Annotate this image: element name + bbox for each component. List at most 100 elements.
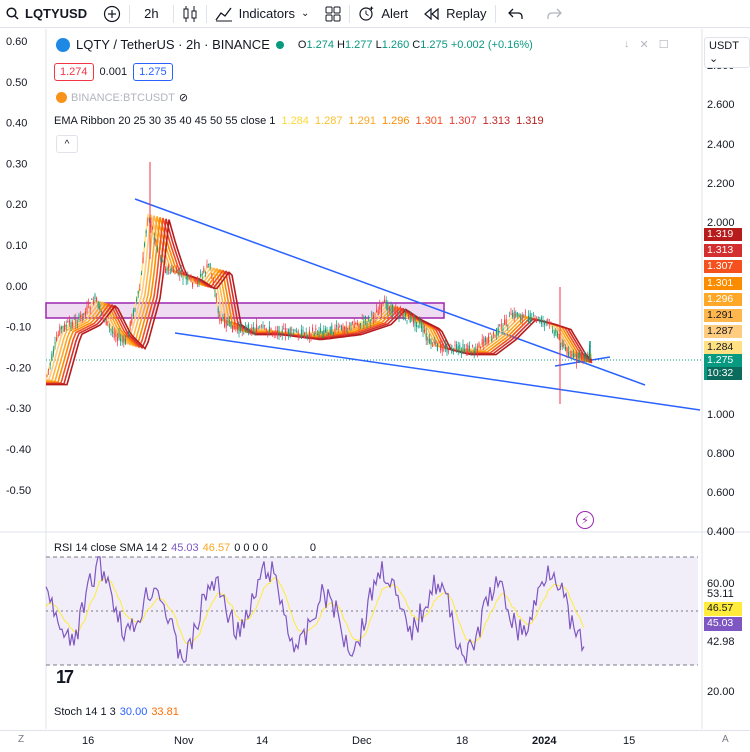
candle-body — [476, 347, 478, 352]
right-axis[interactable]: 2.8002.6002.4002.2002.0001.0000.8000.600… — [707, 60, 735, 698]
candle-body — [516, 312, 518, 315]
chart-type-button[interactable] — [174, 0, 206, 28]
arrow-down-icon[interactable]: ↓ — [624, 38, 630, 50]
short-trendline[interactable] — [554, 356, 611, 367]
alert-button[interactable]: Alert — [350, 0, 416, 28]
candle-body — [179, 273, 181, 276]
undo-icon — [507, 8, 523, 19]
interval-button[interactable]: 2h — [130, 0, 172, 28]
sell-price-box[interactable]: 1.274 — [54, 63, 94, 81]
candle-body — [568, 352, 570, 358]
left-axis-label: 0.60 — [6, 36, 27, 48]
candle-body — [193, 279, 195, 281]
redo-button[interactable] — [535, 0, 574, 28]
candle-body — [164, 268, 166, 273]
candle-body — [494, 335, 496, 336]
tradingview-logo[interactable]: 17 — [56, 667, 74, 687]
chart-area[interactable]: 0.60 0.50 0.40 0.30 0.20 0.10 0.00 -0.10 -0.20 -0… — [0, 29, 750, 752]
candle-body — [580, 352, 582, 360]
candle-body — [545, 321, 547, 323]
candle-body — [444, 345, 446, 350]
rsi-axis-label: 60.00 — [707, 578, 735, 590]
candle-body — [481, 339, 483, 345]
left-axis[interactable]: 0.60 0.50 0.40 0.30 0.20 0.10 0.00 -0.10 -0.20 -0… — [6, 36, 31, 497]
left-axis-label: 0.00 — [6, 281, 27, 293]
candle-body — [537, 316, 539, 319]
candle-body — [212, 281, 214, 285]
layouts-button[interactable] — [317, 0, 349, 28]
indicators-button[interactable]: Indicators ⌄ — [207, 0, 318, 28]
candle-body — [280, 336, 282, 338]
candle-body — [452, 350, 454, 352]
candle-body — [424, 329, 426, 333]
candle-body — [110, 329, 112, 331]
replay-button[interactable]: Replay — [416, 0, 494, 28]
eye-hidden-icon[interactable]: ⊘ — [178, 92, 189, 104]
ema-title[interactable]: EMA Ribbon 20 25 30 35 40 45 50 55 close… — [54, 115, 276, 127]
candle-body — [385, 300, 387, 309]
candle-body — [160, 258, 162, 260]
candle-body — [185, 276, 187, 280]
candle-body — [526, 320, 528, 321]
stoch-k-value: 30.00 — [119, 706, 148, 718]
compare-symbol-button[interactable] — [95, 0, 129, 28]
lightning-icon[interactable]: ⚡ — [576, 511, 594, 529]
candle-body — [67, 321, 69, 323]
lower-trendline[interactable] — [174, 332, 701, 411]
candle-body — [388, 307, 390, 311]
auto-scale-button[interactable]: A — [722, 734, 729, 745]
candle-body — [148, 218, 150, 223]
candle-body — [536, 318, 538, 322]
candle-body — [449, 344, 451, 346]
candle-body — [334, 327, 336, 331]
candle-body — [419, 321, 421, 325]
timezone-icon[interactable]: Z — [18, 734, 25, 745]
ema-legend: EMA Ribbon 20 25 30 35 40 45 50 55 close… — [54, 115, 544, 127]
undo-button[interactable] — [496, 0, 535, 28]
candle-body — [209, 263, 211, 268]
candle-body — [430, 339, 432, 345]
time-axis[interactable]: Z 16 Nov 14 Dec 18 2024 15 A — [0, 730, 750, 752]
candle-body — [467, 344, 469, 353]
candle-body — [420, 324, 422, 329]
legend-title[interactable]: LQTY / TetherUS · 2h · BINANCE — [76, 37, 270, 52]
rsi-title[interactable]: RSI 14 close SMA 14 2 — [54, 542, 168, 554]
pane-controls: ↓ ✕ ☐ — [624, 38, 669, 51]
candle-body — [246, 326, 248, 328]
candle-body — [129, 321, 131, 327]
candle-body — [563, 343, 565, 347]
compare-label[interactable]: BINANCE:BTCUSDT — [71, 91, 175, 104]
candle-body — [587, 353, 589, 355]
candle-body — [553, 332, 555, 336]
low-value: 1.260 — [381, 38, 410, 51]
candle-body — [558, 337, 560, 339]
candle-body — [339, 326, 341, 328]
candles — [46, 162, 591, 404]
right-axis-label: 0.800 — [707, 448, 735, 460]
candle-body — [252, 326, 254, 330]
collapse-legend-button[interactable]: ^ — [56, 135, 78, 153]
candle-body — [499, 324, 501, 327]
symbol-search[interactable]: LQTYUSD — [0, 0, 95, 28]
time-label: 15 — [623, 735, 636, 747]
open-label: O — [297, 38, 307, 51]
candle-body — [329, 327, 331, 335]
price-chart[interactable]: 0.60 0.50 0.40 0.30 0.20 0.10 0.00 -0.10 -0.20 -0… — [0, 29, 750, 752]
candle-body — [73, 319, 75, 321]
currency-selector[interactable]: USDT ⌄ — [704, 37, 750, 68]
stoch-title[interactable]: Stoch 14 1 3 — [54, 706, 116, 718]
candle-body — [457, 345, 459, 350]
candle-body — [475, 349, 477, 350]
candle-body — [52, 349, 54, 355]
close-pane-icon[interactable]: ✕ — [639, 39, 649, 51]
candle-body — [425, 333, 427, 341]
time-label: 16 — [82, 735, 95, 747]
rsi-sma-line — [45, 577, 585, 645]
buy-price-box[interactable]: 1.275 — [133, 63, 173, 81]
candle-body — [366, 323, 368, 325]
candle-body — [468, 345, 470, 352]
candle-body — [302, 329, 304, 333]
candle-body — [284, 328, 286, 336]
candle-body — [369, 319, 371, 323]
maximize-icon[interactable]: ☐ — [658, 39, 669, 51]
